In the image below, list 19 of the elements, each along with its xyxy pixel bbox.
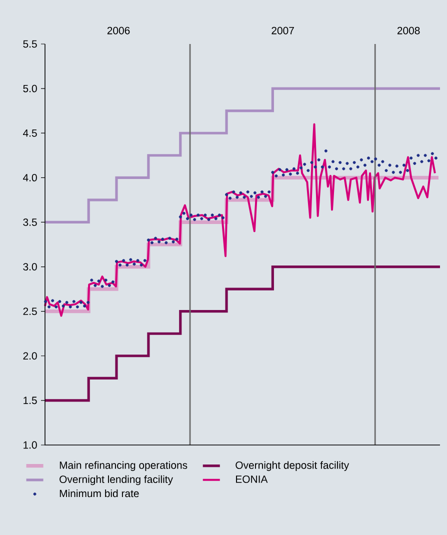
y-tick-label: 2.0 [23,352,37,360]
y-tick-label: 3.0 [23,263,37,270]
x-tick-label: 2007 [272,26,294,34]
x-tick-label: 2006 [107,26,130,34]
y-tick-label: 4.0 [23,174,37,182]
x-tick-label: 2008 [397,26,420,34]
y-tick-label: 2.5 [23,308,37,316]
legend-label: Overnight lending facility [60,475,173,486]
y-tick-label: 1.5 [24,396,37,404]
legend-label: EONIA [236,475,268,483]
legend-label: Minimum bid rate [60,489,139,498]
y-tick-label: 4.5 [23,129,37,137]
legend-label: Main refinancing operations [60,461,188,471]
y-tick-label: 3.5 [23,218,37,226]
legend-label: Overnight deposit facility [236,461,350,471]
y-tick-label: 5.0 [23,84,37,92]
y-tick-label: 1.0 [24,441,37,449]
y-tick-label: 5.5 [23,40,37,48]
line-series [44,123,436,317]
